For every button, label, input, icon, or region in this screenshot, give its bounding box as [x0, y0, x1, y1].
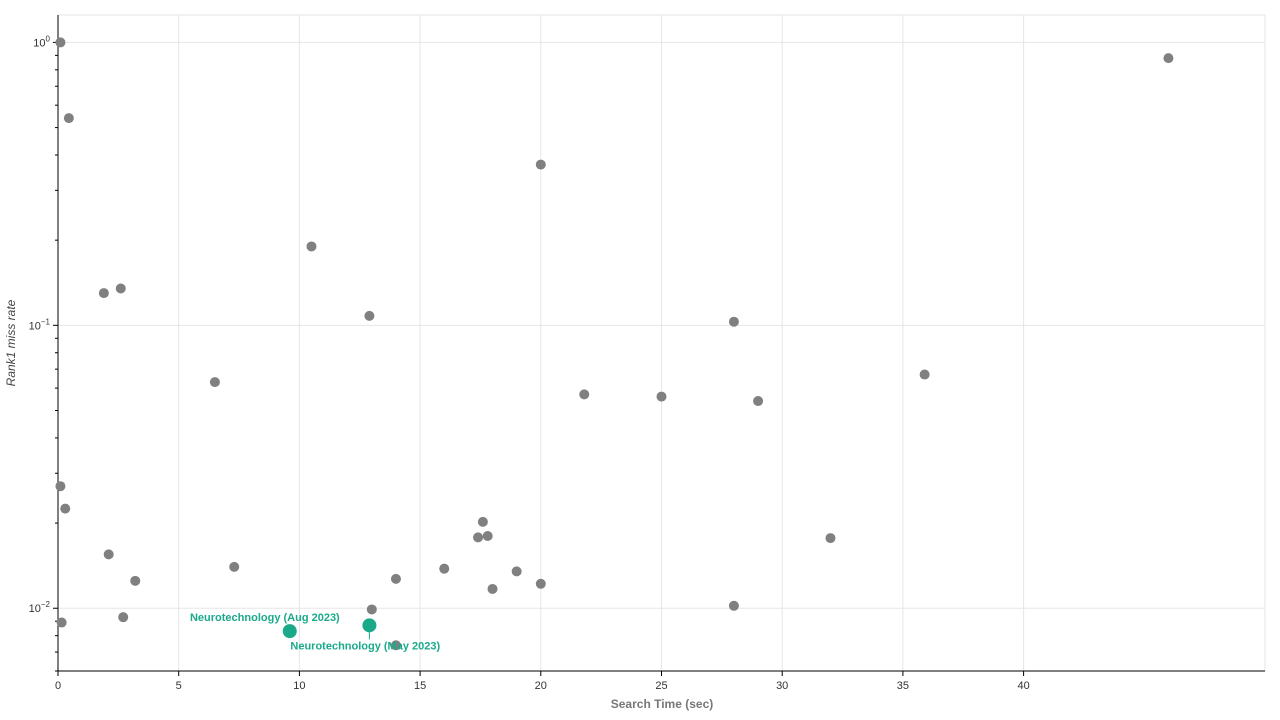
data-point: [390, 573, 401, 584]
x-tick-label: 25: [655, 680, 667, 692]
highlight-label: Neurotechnology (May 2023): [290, 640, 440, 652]
data-point: [482, 531, 493, 542]
x-tick-label: 0: [55, 680, 61, 692]
data-point: [473, 532, 484, 543]
data-point: [60, 503, 71, 514]
data-point: [439, 563, 450, 574]
x-tick-label: 15: [414, 680, 426, 692]
data-point: [919, 369, 930, 380]
data-point: [579, 389, 590, 400]
data-point: [103, 549, 114, 560]
highlight-label: Neurotechnology (Aug 2023): [190, 612, 340, 624]
data-point: [535, 159, 546, 170]
data-point: [209, 377, 220, 388]
data-point: [130, 575, 141, 586]
data-point: [511, 566, 522, 577]
x-tick-label: 5: [176, 680, 182, 692]
data-point: [487, 583, 498, 594]
data-point: [364, 310, 375, 321]
data-point: [825, 533, 836, 544]
data-point: [55, 37, 66, 48]
data-point: [728, 600, 739, 611]
data-point: [753, 396, 764, 407]
data-point: [656, 391, 667, 402]
data-point: [229, 561, 240, 572]
x-tick-label: 20: [535, 680, 547, 692]
data-point: [390, 640, 401, 651]
data-point: [1163, 53, 1174, 64]
data-point: [306, 241, 317, 252]
x-tick-label: 35: [897, 680, 909, 692]
x-tick-label: 40: [1017, 680, 1029, 692]
y-tick-label: 10−1: [29, 317, 51, 332]
data-point: [56, 617, 67, 628]
grid-lines: [57, 14, 1266, 672]
axes: 0 5 10 15 20 25 30 35 40 10−2 10−1 100: [29, 15, 1265, 692]
data-points: [55, 37, 1174, 651]
data-point: [535, 578, 546, 589]
highlighted-point: [282, 624, 297, 639]
x-tick-label: 10: [293, 680, 305, 692]
data-point: [55, 481, 66, 492]
data-point: [477, 516, 488, 527]
y-axis-title: Rank1 miss rate: [4, 299, 18, 386]
data-point: [115, 283, 126, 294]
x-tick-label: 30: [776, 680, 788, 692]
data-point: [63, 113, 74, 124]
data-point: [366, 604, 377, 615]
x-axis-title: Search Time (sec): [611, 697, 714, 711]
data-point: [118, 612, 129, 623]
y-tick-label: 100: [33, 34, 50, 49]
highlighted-points: Neurotechnology (Aug 2023) Neurotechnolog…: [190, 612, 441, 652]
highlighted-point: [362, 618, 377, 633]
y-tick-label: 10−2: [29, 600, 51, 615]
data-point: [98, 288, 109, 299]
data-point: [728, 316, 739, 327]
